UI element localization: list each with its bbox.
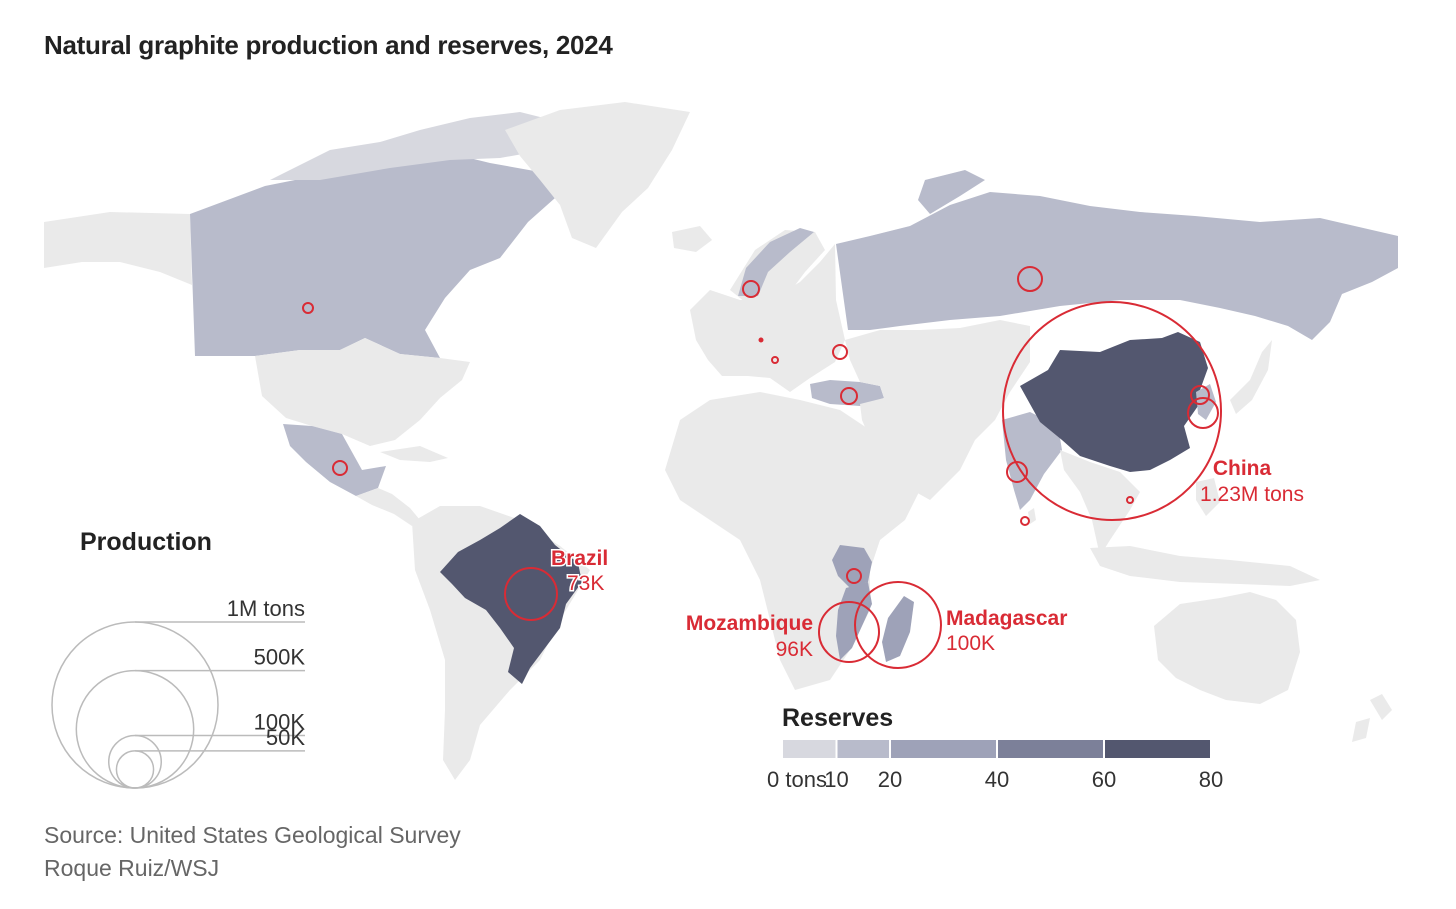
source-text: Source: United States Geological Survey xyxy=(44,822,461,848)
legend-circle-2 xyxy=(108,734,162,789)
production-circles xyxy=(302,266,1222,669)
central-america-region xyxy=(356,488,420,526)
reserves-swatch-3 xyxy=(998,740,1103,758)
southeast-asia-region xyxy=(1060,450,1140,556)
reserves-swatch-0 xyxy=(783,740,836,758)
production-circle-norway xyxy=(742,280,760,298)
callout-brazil-value: 73K xyxy=(567,572,604,595)
production-circle-turkey xyxy=(840,387,858,405)
reserves-tick-4: 60 xyxy=(1092,767,1116,792)
europe-region xyxy=(690,244,845,392)
production-circle-russia xyxy=(1017,266,1043,292)
production-circle-sri-lanka xyxy=(1020,516,1030,526)
japan-region xyxy=(1230,340,1272,414)
indonesia-region xyxy=(1090,546,1320,586)
australia-region xyxy=(1154,592,1300,704)
production-circle-mozambique xyxy=(818,601,880,663)
reserves-legend-title: Reserves xyxy=(782,704,893,732)
legend-circle-0 xyxy=(51,621,219,789)
reserves-swatch-4 xyxy=(1105,740,1210,758)
callout-madagascar-value: 100K xyxy=(946,632,995,655)
production-circle-madagascar xyxy=(854,581,942,669)
india-region xyxy=(1002,412,1062,510)
madagascar-region xyxy=(882,596,914,662)
reserves-tick-0: 0 tons xyxy=(767,767,827,792)
reserves-swatch-1 xyxy=(837,740,889,758)
legend-circle-3 xyxy=(115,750,155,789)
callout-madagascar-name: Madagascar xyxy=(946,607,1067,630)
reserves-tick-3: 40 xyxy=(985,767,1009,792)
iceland-region xyxy=(672,226,712,252)
legend-circle-1 xyxy=(75,669,195,789)
chart-title: Natural graphite production and reserves… xyxy=(44,30,613,60)
callout-china-name: China xyxy=(1213,457,1272,480)
reserves-tick-1: 10 xyxy=(824,767,848,792)
arctic-islands xyxy=(270,112,560,180)
production-circle-india xyxy=(1006,461,1028,483)
callout-mozambique-name: Mozambique xyxy=(686,612,813,635)
china-region xyxy=(1020,332,1208,472)
brazil-region xyxy=(440,514,582,684)
legend-size-label-0: 1M tons xyxy=(227,596,305,621)
production-circle-ukraine xyxy=(832,344,848,360)
norway-region xyxy=(738,228,814,296)
production-circle-china xyxy=(1002,301,1222,521)
philippines-region xyxy=(1196,478,1220,516)
tanzania-region xyxy=(832,545,872,588)
sri-lanka-region xyxy=(1028,508,1036,524)
legend-size-label-2: 100K xyxy=(254,710,306,735)
middle-east-region xyxy=(845,320,1030,500)
reserves-tick-2: 20 xyxy=(878,767,902,792)
russia-region xyxy=(836,192,1398,340)
production-legend-title: Production xyxy=(80,528,212,556)
caribbean-region xyxy=(380,446,448,462)
land-layer xyxy=(44,102,1398,780)
production-circle-germany xyxy=(758,337,764,343)
production-circle-brazil xyxy=(504,567,558,621)
legend-size-label-3: 50K xyxy=(266,725,305,750)
production-circle-vietnam xyxy=(1126,496,1134,504)
callout-brazil-name: Brazil xyxy=(551,547,608,570)
production-circle-tanzania xyxy=(846,568,862,584)
canada-region xyxy=(190,152,555,358)
usa-region xyxy=(255,338,470,446)
mexico-region xyxy=(283,424,386,496)
production-circle-canada xyxy=(302,302,314,314)
credit-text: Roque Ruiz/WSJ xyxy=(44,855,220,881)
legend-size-label-1: 500K xyxy=(254,645,306,670)
reserves-tick-5: 80 xyxy=(1199,767,1223,792)
uk-region xyxy=(700,300,724,340)
turkey-region xyxy=(810,380,884,406)
callout-mozambique-value: 96K xyxy=(776,638,813,661)
production-circle-austria xyxy=(771,356,779,364)
alaska-region xyxy=(44,212,192,285)
production-circle-north-korea xyxy=(1190,385,1210,405)
greenland-region xyxy=(505,102,690,248)
producer-callouts: China 1.23M tons Brazil 73K Mozambique 9… xyxy=(550,457,1304,661)
novaya-zemlya xyxy=(918,170,985,214)
reserves-swatch-2 xyxy=(891,740,996,758)
new-zealand-region xyxy=(1352,694,1392,742)
production-circle-korea xyxy=(1187,397,1219,429)
production-circle-mexico xyxy=(332,460,348,476)
callout-china-value: 1.23M tons xyxy=(1200,483,1304,506)
